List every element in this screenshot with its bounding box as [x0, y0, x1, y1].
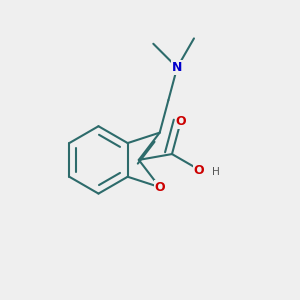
Text: N: N [172, 61, 182, 74]
Text: H: H [212, 167, 220, 177]
Text: O: O [194, 164, 205, 177]
Text: O: O [176, 115, 186, 128]
Text: O: O [154, 181, 165, 194]
